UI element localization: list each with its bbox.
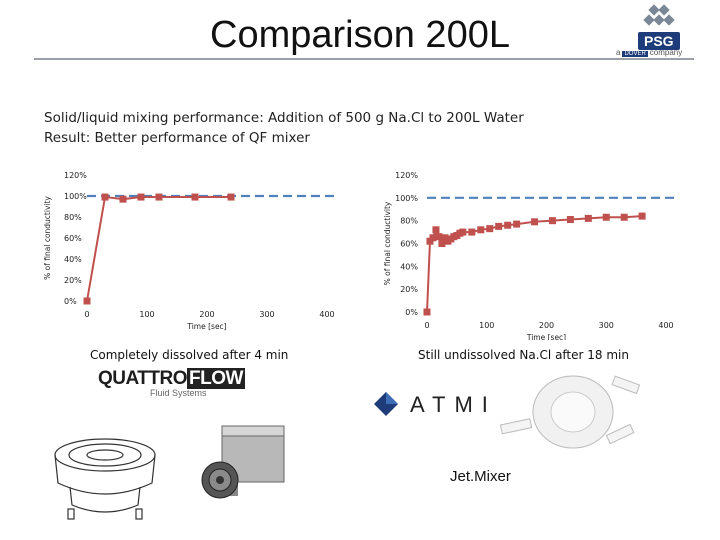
data-point <box>468 228 476 236</box>
x-tick-label: 400 <box>658 321 673 330</box>
x-tick-label: 300 <box>259 310 274 319</box>
data-point <box>137 193 145 201</box>
subtitle-line-2: Result: Better performance of QF mixer <box>44 130 310 146</box>
data-point <box>119 195 127 203</box>
x-tick-label: 200 <box>539 321 554 330</box>
y-tick-label: 60% <box>400 240 418 249</box>
title-divider <box>34 58 694 60</box>
y-tick-label: 100% <box>64 192 87 201</box>
quattroflow-tagline: Fluid Systems <box>150 388 207 398</box>
caption-quattroflow: Completely dissolved after 4 min <box>90 348 289 362</box>
slide-subtitle: Solid/liquid mixing performance: Additio… <box>44 108 524 148</box>
data-point <box>227 193 235 201</box>
x-tick-label: 100 <box>479 321 494 330</box>
data-point <box>155 193 163 201</box>
jetmixer-conductivity-chart: 0% 20% 40% 60% 80% 100% 120% 0 100 200 300 400 Time … <box>383 171 676 340</box>
data-point <box>101 193 109 201</box>
data-point <box>423 308 431 316</box>
x-axis-label: Time [sec] <box>186 322 226 331</box>
y-tick-label: 100% <box>395 194 418 203</box>
psg-mark: PSG <box>638 32 680 50</box>
y-tick-label: 20% <box>400 285 418 294</box>
series-line <box>86 195 231 302</box>
data-point <box>548 217 556 225</box>
dover-company-text: a DOVER company <box>616 48 683 57</box>
subtitle-line-1: Solid/liquid mixing performance: Additio… <box>44 110 524 126</box>
y-axis-label: % of final conductivity <box>43 196 52 280</box>
y-axis-label: % of final conductivity <box>383 201 392 285</box>
x-tick-label: 0 <box>84 310 89 319</box>
jetmixer-image <box>499 375 641 449</box>
x-axis-label: Time [sec] <box>526 333 566 340</box>
y-tick-label: 40% <box>400 262 418 271</box>
atmi-diamond-icon <box>374 392 398 416</box>
caption-jetmixer: Still undissolved Na.Cl after 18 min <box>418 348 629 362</box>
y-tick-label: 80% <box>400 217 418 226</box>
y-tick-label: 80% <box>64 213 82 222</box>
quattroflow-logo-part2: FLOW <box>187 368 245 389</box>
mixer-unit-image <box>201 425 285 499</box>
mixer-head-drawing <box>54 438 156 520</box>
data-point <box>191 193 199 201</box>
jetmixer-label: Jet.Mixer <box>450 468 511 485</box>
data-point <box>495 222 503 230</box>
data-point <box>432 226 440 234</box>
atmi-logo: ATMI <box>372 390 492 418</box>
x-tick-label: 100 <box>139 310 154 319</box>
page-title: Comparison 200L <box>210 14 510 56</box>
y-tick-label: 120% <box>64 171 87 180</box>
x-tick-label: 400 <box>319 310 334 319</box>
data-point <box>566 216 574 224</box>
quattroflow-conductivity-chart: 0% 20% 40% 60% 80% 100% 120% 0 100 200 300 400 Time … <box>43 171 337 331</box>
data-point <box>602 213 610 221</box>
y-tick-label: 120% <box>395 171 418 180</box>
data-point <box>584 214 592 222</box>
x-tick-label: 0 <box>424 321 429 330</box>
data-point <box>477 226 485 234</box>
quattroflow-logo-part1: QUATTRO <box>98 368 188 389</box>
y-tick-label: 0% <box>64 297 77 306</box>
data-point <box>513 220 521 228</box>
data-point <box>429 234 437 242</box>
data-point <box>438 240 446 247</box>
y-tick-label: 40% <box>64 255 82 264</box>
data-point <box>504 221 512 229</box>
data-point <box>486 225 494 233</box>
data-point <box>459 228 467 236</box>
psg-diamond-icon <box>643 4 675 26</box>
data-point <box>620 213 628 221</box>
data-point <box>83 297 91 305</box>
y-tick-label: 60% <box>64 234 82 243</box>
data-point <box>531 218 539 226</box>
y-tick-label: 20% <box>64 276 82 285</box>
data-point <box>435 233 443 241</box>
atmi-wordmark: ATMI <box>410 392 497 417</box>
data-point <box>638 212 646 220</box>
quattroflow-logo: QUATTRO FLOW Fluid Systems <box>98 368 245 404</box>
x-tick-label: 200 <box>199 310 214 319</box>
y-tick-label: 0% <box>405 308 418 317</box>
x-tick-label: 300 <box>599 321 614 330</box>
psg-logo: PSG a DOVER company <box>612 4 712 57</box>
